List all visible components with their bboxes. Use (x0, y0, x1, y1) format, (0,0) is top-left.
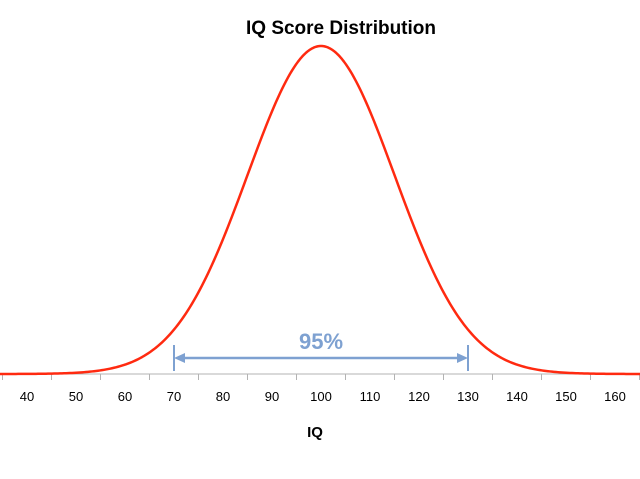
annotation-arrow-head-right (457, 353, 468, 363)
chart-title: IQ Score Distribution (246, 18, 436, 39)
annotation-range (173, 345, 469, 371)
x-tick-label: 150 (555, 389, 577, 404)
x-tick-label: 90 (265, 389, 279, 404)
x-tick-label: 160 (604, 389, 626, 404)
x-axis-tick-labels: 40 50 60 70 80 90 100 110 120 130 140 150 160 (20, 389, 626, 404)
x-tick-label: 130 (457, 389, 479, 404)
x-tick-label: 50 (69, 389, 83, 404)
x-tick-label: 120 (408, 389, 430, 404)
x-axis-title: IQ (307, 424, 323, 441)
x-tick-label: 80 (216, 389, 230, 404)
x-tick-label: 140 (506, 389, 528, 404)
x-tick-label: 110 (360, 389, 381, 404)
x-axis-ticks (2, 374, 640, 380)
x-tick-label: 40 (20, 389, 34, 404)
annotation-label: 95% (299, 329, 343, 354)
x-tick-label: 100 (310, 389, 332, 404)
series-line (0, 44, 640, 376)
annotation-arrow-head-left (174, 353, 185, 363)
x-tick-label: 70 (167, 389, 181, 404)
x-tick-label: 60 (118, 389, 132, 404)
